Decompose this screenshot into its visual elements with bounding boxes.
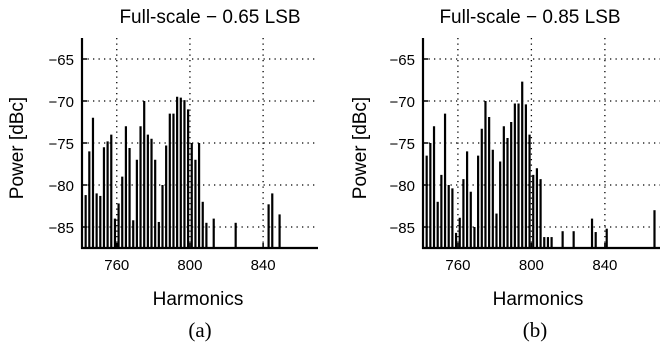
x-tick-label: 800 bbox=[177, 257, 202, 274]
y-tick-label: −70 bbox=[49, 94, 74, 111]
x-tick-label: 840 bbox=[592, 257, 617, 274]
y-tick-label: −70 bbox=[390, 94, 415, 111]
y-tick-label: −80 bbox=[390, 178, 415, 195]
panel-b: Full-scale − 0.85 LSB Power [dBc] Harmon… bbox=[350, 7, 660, 342]
chart-title: Full-scale − 0.65 LSB bbox=[119, 7, 300, 28]
panel-caption: (b) bbox=[523, 318, 548, 342]
y-axis-label: Power [dBc] bbox=[7, 97, 28, 199]
y-tick-label: −65 bbox=[49, 52, 74, 69]
y-tick-label: −75 bbox=[49, 136, 74, 153]
x-tick-label: 760 bbox=[445, 257, 470, 274]
panel-a: Full-scale − 0.65 LSB Power [dBc] Harmon… bbox=[7, 7, 318, 342]
y-tick-label: −75 bbox=[390, 136, 415, 153]
chart-title: Full-scale − 0.85 LSB bbox=[439, 7, 620, 28]
y-tick-label: −65 bbox=[390, 52, 415, 69]
y-tick-label: −80 bbox=[49, 178, 74, 195]
y-axis-label: Power [dBc] bbox=[350, 97, 371, 199]
x-tick-label: 800 bbox=[519, 257, 544, 274]
x-tick-label: 760 bbox=[104, 257, 129, 274]
x-axis-label: Harmonics bbox=[153, 289, 244, 310]
y-tick-label: −85 bbox=[49, 220, 74, 237]
y-tick-label: −85 bbox=[390, 220, 415, 237]
x-axis-label: Harmonics bbox=[493, 289, 584, 310]
x-tick-label: 840 bbox=[251, 257, 276, 274]
panel-caption: (a) bbox=[188, 318, 211, 342]
